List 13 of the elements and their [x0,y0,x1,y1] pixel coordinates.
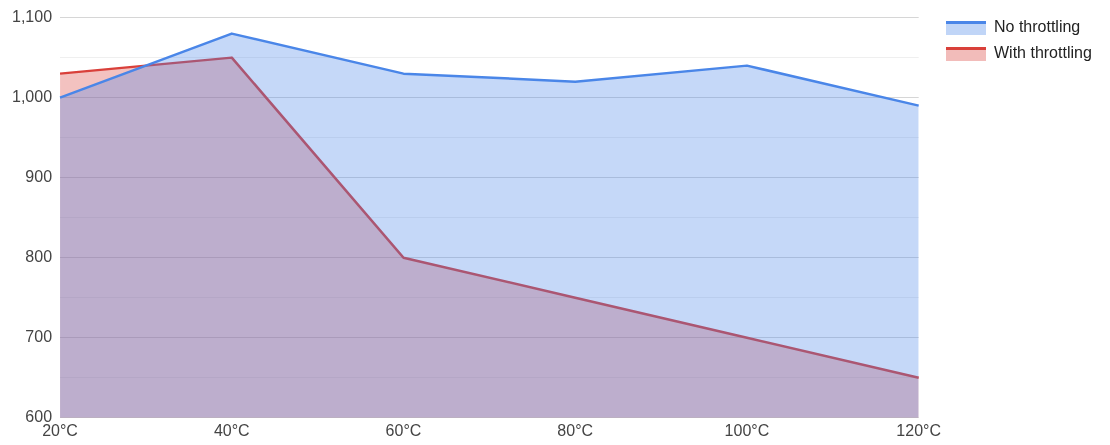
x-tick-label: 120°C [896,421,941,439]
x-tick-label: 20°C [42,421,78,439]
y-tick-label: 900 [25,168,53,186]
y-tick-label: 800 [25,248,53,266]
legend-label: With throttling [994,44,1092,62]
y-tick-label: 1,000 [11,88,53,106]
x-tick-label: 100°C [724,421,770,439]
y-tick-label: 1,100 [11,8,53,26]
y-tick-label: 700 [25,328,53,346]
x-tick-label: 80°C [557,421,594,439]
x-tick-label: 40°C [213,421,250,439]
legend-label: No throttling [994,18,1081,36]
x-tick-label: 60°C [385,421,422,439]
